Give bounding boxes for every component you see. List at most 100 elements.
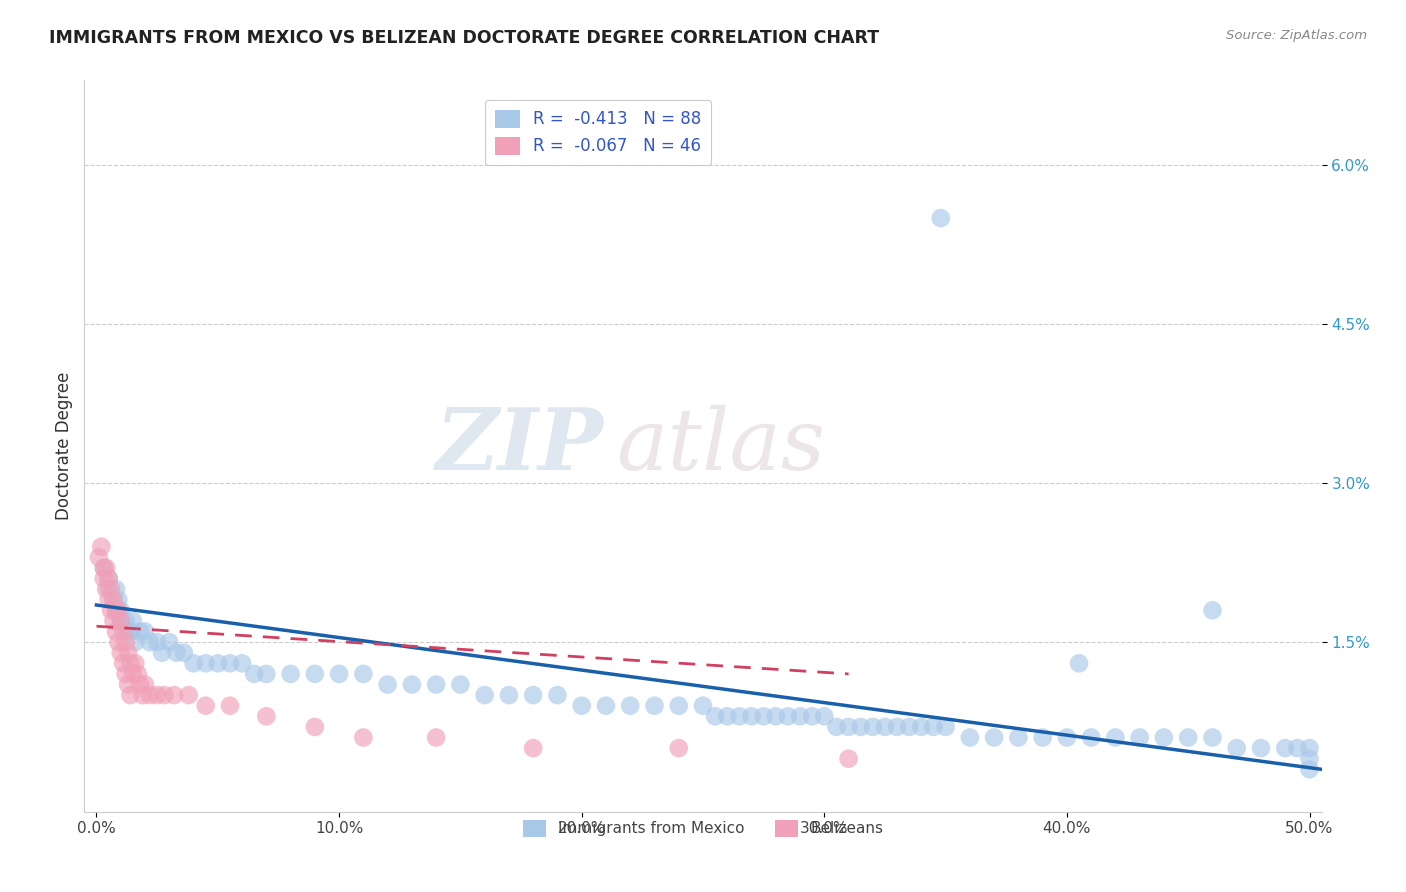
Point	[117, 624, 139, 639]
Point	[87, 550, 110, 565]
Point	[150, 646, 173, 660]
Point	[146, 635, 169, 649]
Point	[93, 561, 115, 575]
Point	[93, 572, 115, 586]
Point	[449, 677, 471, 691]
Point	[1298, 741, 1320, 756]
Point	[127, 667, 149, 681]
Point	[1298, 762, 1320, 776]
Point	[474, 688, 496, 702]
Point	[898, 720, 921, 734]
Point	[97, 572, 120, 586]
Point	[163, 688, 186, 702]
Point	[110, 614, 132, 628]
Point	[124, 635, 146, 649]
Point	[120, 688, 142, 702]
Point	[100, 582, 122, 596]
Point	[595, 698, 617, 713]
Point	[96, 561, 118, 575]
Point	[838, 720, 860, 734]
Point	[177, 688, 200, 702]
Point	[104, 603, 127, 617]
Point	[1201, 603, 1223, 617]
Point	[166, 646, 188, 660]
Point	[741, 709, 763, 723]
Point	[153, 688, 176, 702]
Point	[100, 603, 122, 617]
Text: atlas: atlas	[616, 405, 825, 487]
Point	[110, 646, 132, 660]
Point	[97, 572, 120, 586]
Point	[97, 592, 120, 607]
Point	[243, 667, 266, 681]
Point	[1080, 731, 1102, 745]
Point	[668, 698, 690, 713]
Text: Source: ZipAtlas.com: Source: ZipAtlas.com	[1226, 29, 1367, 42]
Point	[668, 741, 690, 756]
Point	[929, 211, 952, 225]
Point	[1298, 752, 1320, 766]
Point	[1067, 657, 1090, 671]
Point	[254, 709, 277, 723]
Point	[352, 731, 374, 745]
Point	[114, 635, 136, 649]
Point	[117, 646, 139, 660]
Point	[546, 688, 568, 702]
Legend: Immigrants from Mexico, Belizeans: Immigrants from Mexico, Belizeans	[515, 813, 891, 845]
Point	[776, 709, 799, 723]
Point	[571, 698, 593, 713]
Point	[96, 582, 118, 596]
Point	[97, 582, 120, 596]
Point	[983, 731, 1005, 745]
Point	[522, 688, 544, 702]
Text: ZIP: ZIP	[436, 404, 605, 488]
Point	[146, 688, 169, 702]
Point	[231, 657, 253, 671]
Point	[103, 614, 125, 628]
Point	[129, 677, 152, 691]
Point	[1226, 741, 1249, 756]
Point	[110, 603, 132, 617]
Point	[104, 582, 127, 596]
Point	[728, 709, 751, 723]
Point	[352, 667, 374, 681]
Point	[704, 709, 727, 723]
Point	[131, 688, 153, 702]
Point	[129, 624, 152, 639]
Point	[752, 709, 775, 723]
Point	[765, 709, 787, 723]
Point	[1032, 731, 1054, 745]
Point	[254, 667, 277, 681]
Point	[1056, 731, 1078, 745]
Point	[122, 614, 145, 628]
Point	[117, 677, 139, 691]
Point	[789, 709, 811, 723]
Point	[134, 677, 156, 691]
Point	[1286, 741, 1309, 756]
Point	[114, 614, 136, 628]
Point	[280, 667, 302, 681]
Point	[134, 624, 156, 639]
Point	[873, 720, 896, 734]
Point	[124, 657, 146, 671]
Point	[1201, 731, 1223, 745]
Point	[619, 698, 641, 713]
Point	[825, 720, 848, 734]
Point	[716, 709, 738, 723]
Point	[1007, 731, 1029, 745]
Point	[801, 709, 824, 723]
Point	[173, 646, 195, 660]
Point	[304, 720, 326, 734]
Point	[107, 603, 129, 617]
Point	[112, 657, 135, 671]
Point	[90, 540, 112, 554]
Point	[183, 657, 205, 671]
Point	[922, 720, 945, 734]
Point	[425, 731, 447, 745]
Point	[425, 677, 447, 691]
Point	[1177, 731, 1199, 745]
Point	[498, 688, 520, 702]
Text: IMMIGRANTS FROM MEXICO VS BELIZEAN DOCTORATE DEGREE CORRELATION CHART: IMMIGRANTS FROM MEXICO VS BELIZEAN DOCTO…	[49, 29, 879, 46]
Point	[114, 667, 136, 681]
Point	[107, 592, 129, 607]
